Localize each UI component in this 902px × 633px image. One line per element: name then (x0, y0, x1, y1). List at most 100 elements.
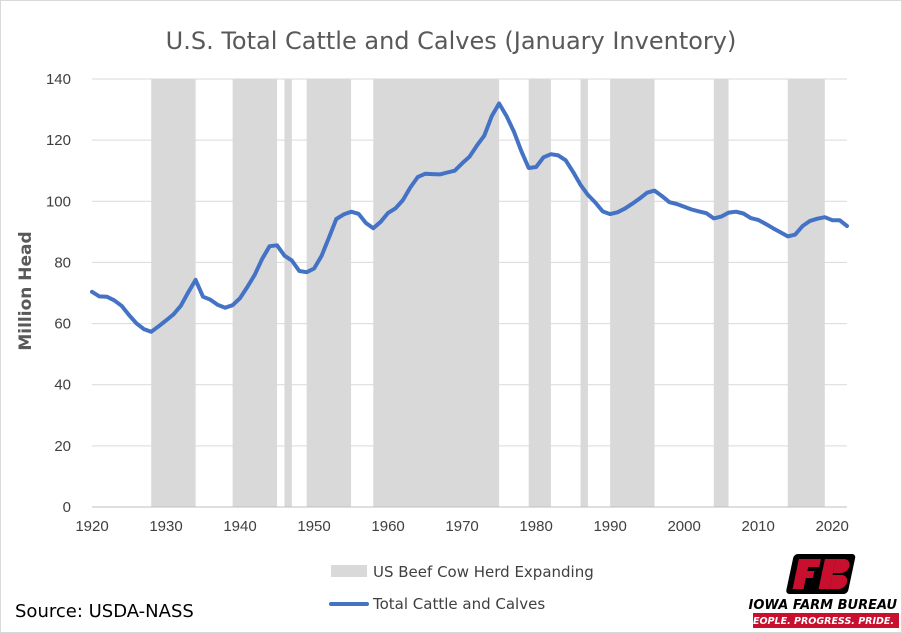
x-tick-label: 2010 (741, 518, 774, 535)
data-point (349, 210, 353, 214)
data-point (815, 217, 819, 221)
x-tick-label: 1940 (223, 518, 256, 535)
data-point (127, 313, 131, 317)
data-point (438, 172, 442, 176)
legend-shade-swatch (331, 565, 367, 577)
data-point (564, 158, 568, 162)
data-point (112, 298, 116, 302)
data-point (726, 210, 731, 215)
data-point (786, 234, 790, 239)
x-tick-label: 2020 (816, 518, 849, 535)
shaded-period-7 (610, 79, 655, 507)
data-point (231, 303, 235, 307)
shaded-period-9 (787, 79, 825, 507)
legend-shade-label: US Beef Cow Herd Expanding (373, 563, 594, 581)
legend: US Beef Cow Herd Expanding Total Cattle … (329, 563, 594, 613)
fb-logo-icon (786, 554, 856, 594)
data-point (379, 220, 383, 224)
shaded-period-1 (232, 79, 278, 507)
shaded-period-6 (580, 79, 588, 507)
data-point (216, 303, 220, 307)
y-tick-labels: 0 20 40 60 80 100 120 140 (46, 71, 71, 516)
x-tick-label: 1960 (371, 518, 404, 535)
data-point (608, 212, 612, 216)
data-point (245, 285, 250, 289)
x-tick-label: 1930 (149, 518, 182, 535)
data-point (342, 212, 346, 217)
data-point (615, 210, 620, 214)
data-point (675, 202, 679, 206)
data-point (771, 226, 775, 230)
data-point (756, 218, 760, 222)
data-point (549, 152, 553, 156)
data-point (800, 224, 805, 228)
data-point (601, 209, 605, 213)
data-point (719, 214, 723, 219)
data-point (142, 327, 146, 331)
x-tick-label: 2000 (667, 518, 700, 535)
data-point (416, 175, 420, 179)
data-point (749, 216, 753, 220)
data-point (149, 330, 153, 334)
data-point (793, 233, 797, 237)
logo-name: IOWA FARM BUREAU (749, 598, 898, 613)
y-tick-label: 40 (54, 377, 71, 394)
data-point (305, 270, 309, 274)
y-axis-label: Million Head (16, 231, 36, 350)
data-point (534, 165, 538, 169)
data-point (460, 161, 464, 165)
data-point (157, 324, 161, 328)
data-point (482, 133, 486, 138)
data-point (467, 155, 472, 159)
data-point (260, 257, 264, 261)
data-point (186, 290, 190, 294)
data-point (578, 183, 583, 187)
data-point (312, 266, 316, 271)
shaded-period-4 (373, 79, 500, 507)
data-point (734, 210, 738, 214)
data-point (401, 198, 405, 202)
data-point (682, 205, 686, 209)
data-point (430, 172, 435, 176)
x-tick-labels: 1920 1930 1940 1950 1960 1970 1980 1990 2000 2010… (75, 518, 849, 535)
x-tick-label: 1990 (593, 518, 626, 535)
logo-tagline: PEOPLE. PROGRESS. PRIDE. (746, 616, 894, 627)
iowa-farm-bureau-logo: IOWA FARM BUREAU PEOPLE. PROGRESS. PRIDE… (746, 554, 899, 628)
shaded-period-3 (306, 79, 352, 507)
data-point (490, 114, 494, 118)
data-point (623, 207, 627, 211)
data-point (364, 221, 368, 225)
data-point (164, 318, 168, 323)
data-point (290, 258, 294, 263)
y-tick-label: 120 (46, 132, 71, 149)
data-point (297, 269, 301, 273)
data-point (282, 254, 287, 258)
x-tick-label: 1920 (75, 518, 108, 535)
data-point (586, 193, 590, 197)
data-point (97, 294, 102, 298)
data-point (319, 254, 324, 258)
data-point (356, 212, 361, 216)
data-point (201, 295, 205, 299)
data-point (830, 218, 834, 222)
x-tick-label: 1970 (445, 518, 478, 535)
data-point (704, 211, 708, 215)
data-point (90, 290, 94, 294)
data-point (845, 224, 849, 228)
data-point (408, 185, 412, 190)
x-tick-label: 1950 (297, 518, 330, 535)
data-point (393, 206, 398, 210)
data-point (504, 114, 509, 118)
shaded-period-8 (713, 79, 729, 507)
data-point (445, 170, 449, 175)
y-tick-label: 60 (54, 316, 71, 333)
data-point (741, 211, 745, 216)
data-point (179, 304, 183, 308)
data-point (512, 129, 516, 134)
data-point (593, 200, 597, 205)
data-point (541, 155, 546, 159)
data-point (120, 304, 124, 308)
data-point (763, 222, 768, 226)
shaded-periods (151, 79, 825, 507)
